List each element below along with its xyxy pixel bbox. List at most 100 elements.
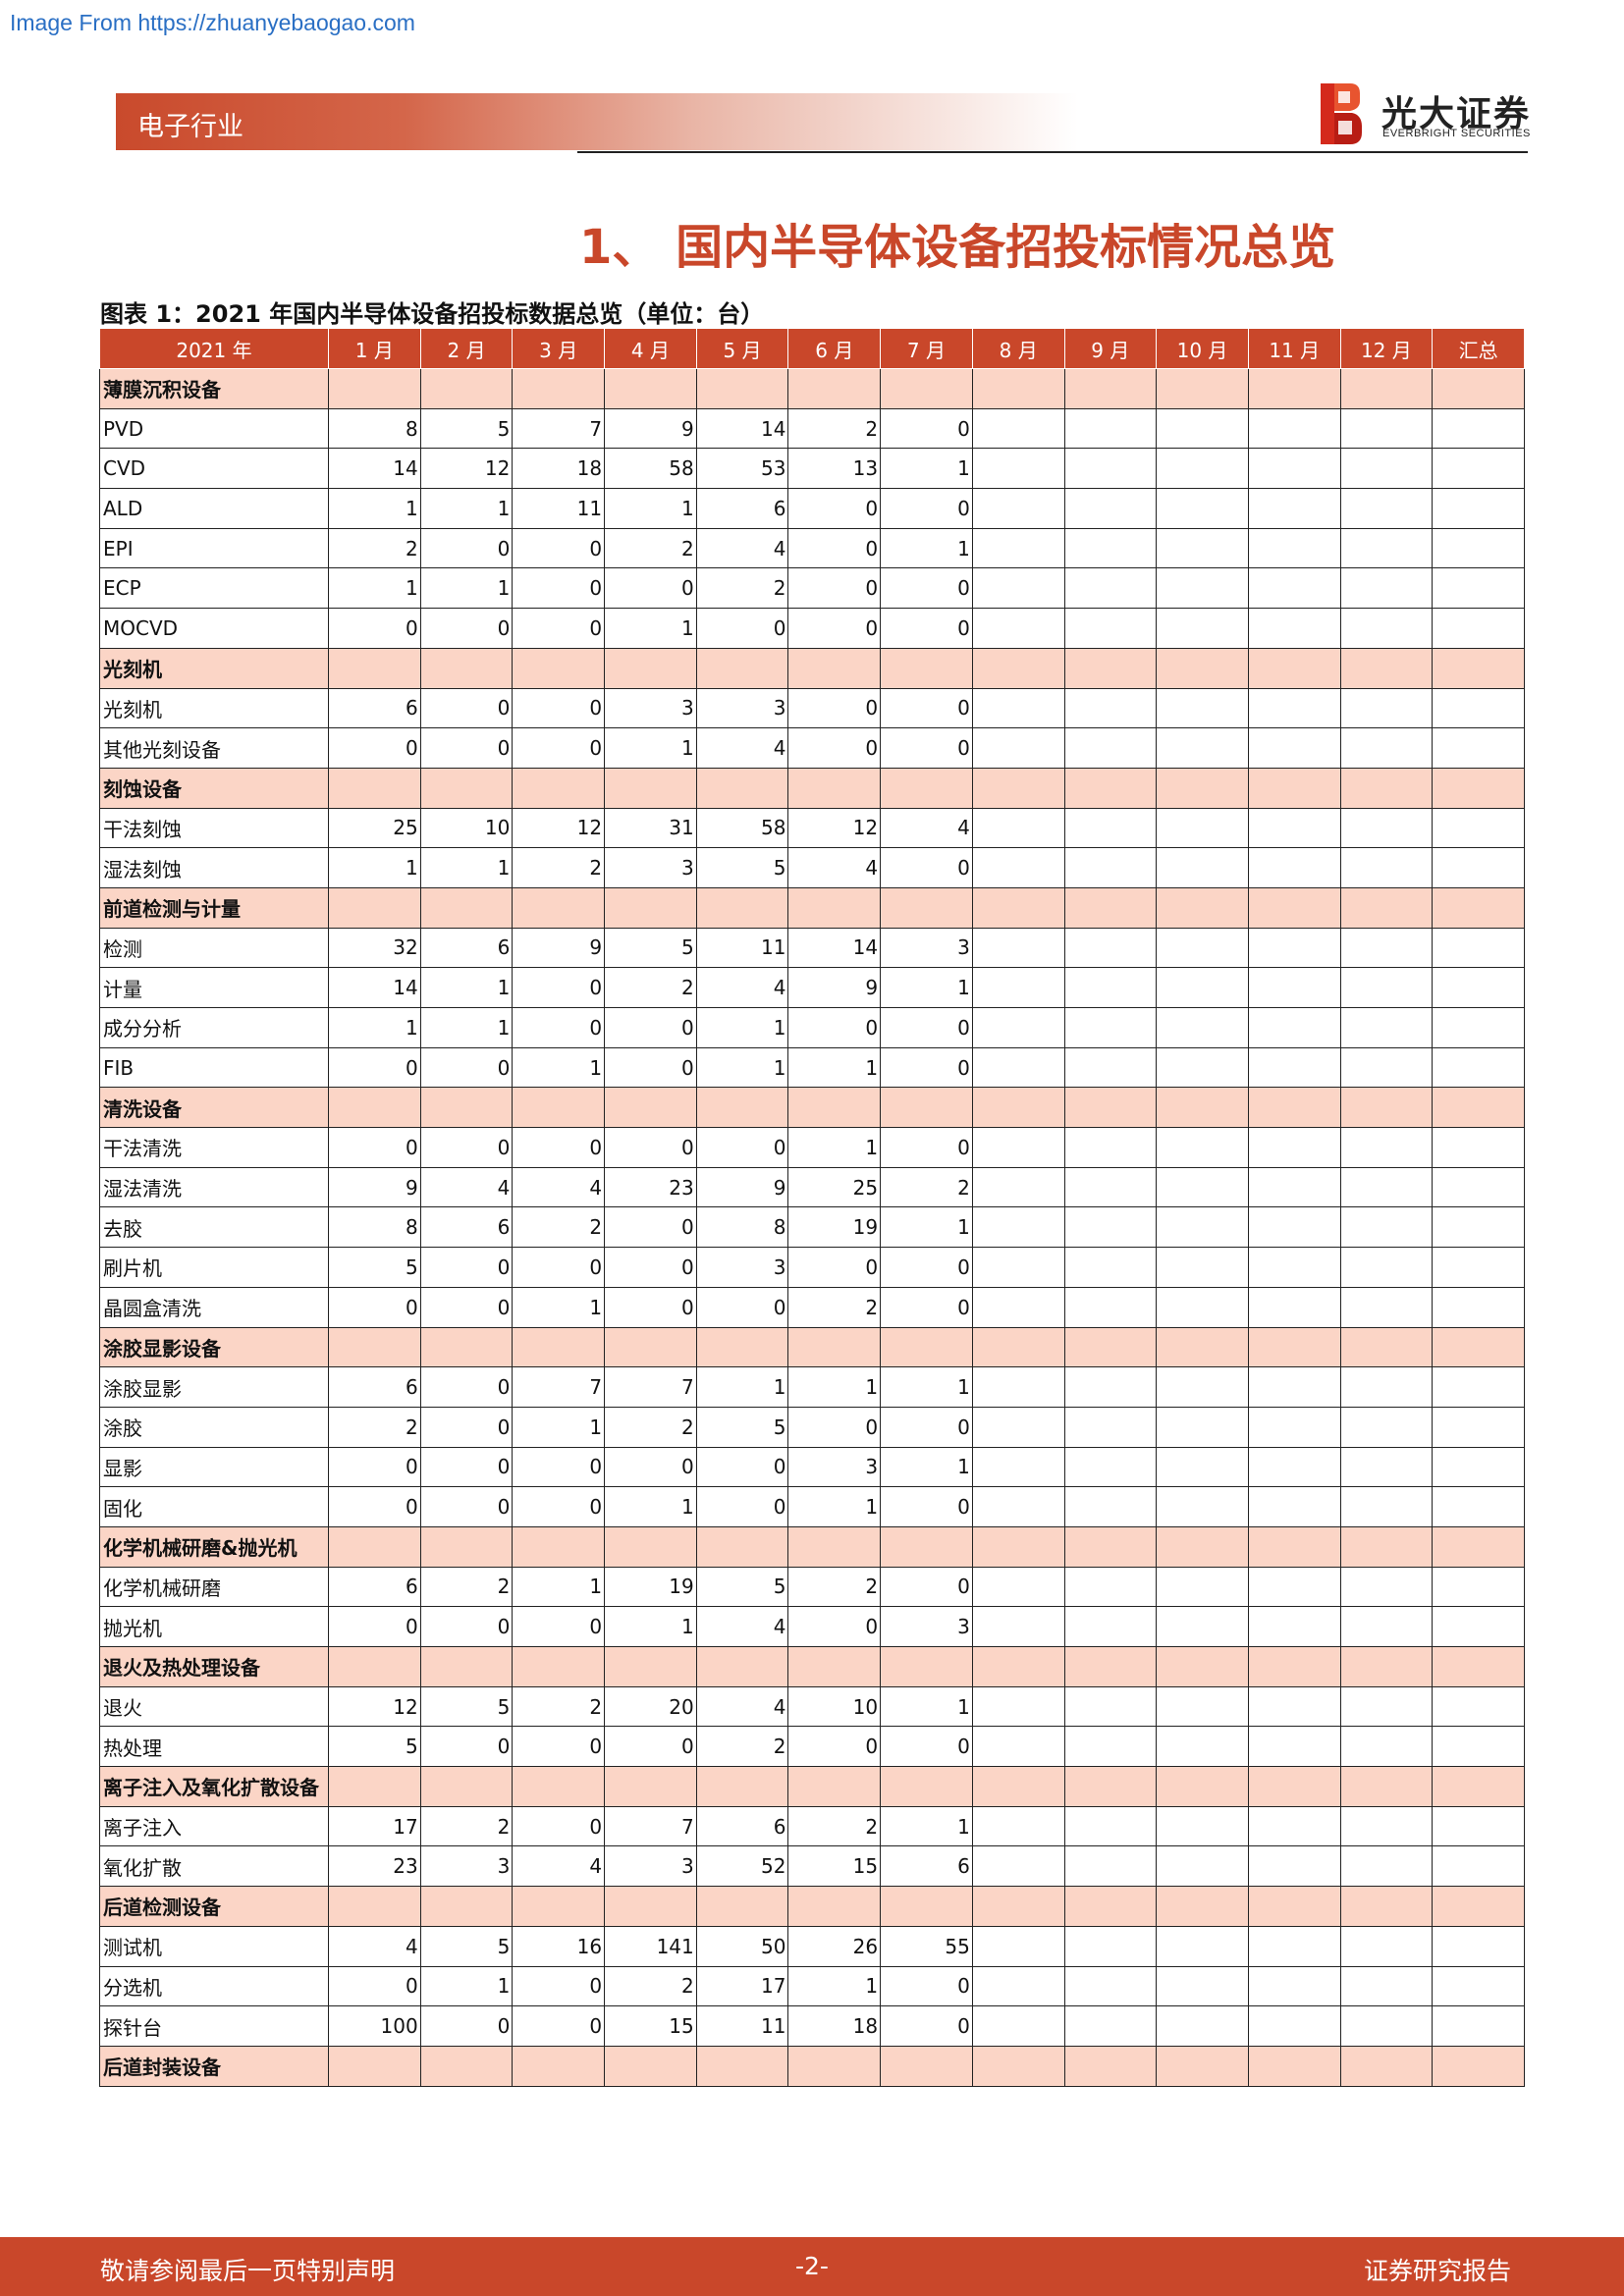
month-value-cell <box>1339 967 1434 1008</box>
report-type: 证券研究报告 <box>1363 2257 1511 2285</box>
month-value-cell: 0 <box>328 1286 421 1328</box>
month-value-cell <box>971 1726 1065 1768</box>
month-value-cell <box>971 807 1065 849</box>
month-value-cell <box>1063 807 1158 849</box>
month-value-cell: 12 <box>512 807 606 849</box>
month-value-cell: 1 <box>880 527 973 569</box>
category-empty-cell <box>419 1525 514 1568</box>
month-value-cell <box>1432 1007 1525 1048</box>
table-row: 成分分析11001003 <box>99 1007 1525 1048</box>
month-value-cell: 0 <box>419 1726 514 1768</box>
equipment-label: 涂胶 <box>99 1406 329 1448</box>
month-value-cell <box>1063 1606 1158 1647</box>
month-value-cell: 0 <box>512 727 606 769</box>
month-value-cell: 0 <box>512 1805 606 1847</box>
equipment-label: 分选机 <box>99 1965 329 2007</box>
month-value-cell <box>1156 927 1249 969</box>
month-value-cell <box>1063 727 1158 769</box>
month-value-cell <box>1339 1965 1434 2007</box>
month-value-cell: 0 <box>787 1007 882 1048</box>
category-empty-cell <box>1339 1525 1434 1568</box>
category-empty-cell <box>419 1326 514 1368</box>
month-value-cell: 0 <box>604 1046 697 1089</box>
category-empty-cell <box>328 647 421 689</box>
category-empty-cell <box>1156 1886 1249 1927</box>
category-empty-cell <box>1156 647 1249 689</box>
table-row: 氧化扩散2334352156106 <box>99 1845 1525 1888</box>
month-value-cell <box>1063 1206 1158 1249</box>
month-value-cell: 0 <box>880 1566 973 1608</box>
source-link[interactable]: Image From https://zhuanyebaogao.com <box>10 10 415 35</box>
month-value-cell: 17 <box>328 1805 421 1847</box>
category-empty-cell <box>971 1326 1065 1368</box>
equipment-label: 离子注入 <box>99 1805 329 1847</box>
header-divider <box>577 151 1528 153</box>
month-value-cell: 0 <box>604 1446 697 1488</box>
month-value-cell: 0 <box>695 1286 789 1328</box>
month-value-cell <box>1339 927 1434 969</box>
month-value-cell <box>971 1007 1065 1048</box>
month-value-cell <box>1247 847 1341 888</box>
month-value-cell: 0 <box>880 2005 973 2047</box>
month-value-cell: 23 <box>328 1845 421 1888</box>
month-value-cell <box>1063 967 1158 1008</box>
section-title: 1、 国内半导体设备招投标情况总览 <box>579 220 1336 275</box>
month-value-cell <box>1339 807 1434 849</box>
category-empty-cell <box>1063 886 1158 929</box>
category-empty-cell <box>971 886 1065 929</box>
month-value-cell <box>971 567 1065 610</box>
month-value-cell: 0 <box>695 608 789 649</box>
month-value-cell <box>971 847 1065 888</box>
equipment-label: 其他光刻设备 <box>99 727 329 769</box>
month-value-cell: 4 <box>880 807 973 849</box>
category-empty-cell <box>1432 1525 1525 1568</box>
month-value-cell: 2 <box>880 1166 973 1208</box>
month-value-cell <box>1247 1206 1341 1249</box>
category-empty-cell <box>1156 767 1249 809</box>
month-value-cell: 2 <box>787 1286 882 1328</box>
equipment-label: 抛光机 <box>99 1606 329 1647</box>
month-value-cell: 1 <box>419 967 514 1008</box>
table-row: FIB00101103 <box>99 1046 1525 1089</box>
month-value-cell: 2 <box>512 1206 606 1249</box>
month-value-cell: 0 <box>787 1406 882 1448</box>
month-value-cell <box>1063 527 1158 569</box>
month-value-cell: 4 <box>695 967 789 1008</box>
month-value-cell <box>1432 1206 1525 1249</box>
month-value-cell: 0 <box>695 1127 789 1168</box>
category-empty-cell <box>880 368 973 409</box>
category-empty-cell <box>328 1646 421 1687</box>
month-value-cell: 1 <box>880 1446 973 1488</box>
category-empty-cell <box>604 1087 697 1129</box>
month-value-cell: 0 <box>880 567 973 610</box>
month-value-cell: 10 <box>419 807 514 849</box>
month-value-cell: 11 <box>512 488 606 529</box>
equipment-label: PVD <box>99 407 329 450</box>
month-value-cell: 5 <box>419 1925 514 1967</box>
table-row: 抛光机00014038 <box>99 1606 1525 1647</box>
month-value-cell <box>1432 1845 1525 1888</box>
month-value-cell: 1 <box>419 1965 514 2007</box>
table-row: 光刻机600330012 <box>99 687 1525 729</box>
table-row: 热处理50002007 <box>99 1726 1525 1768</box>
month-value-cell: 0 <box>512 1965 606 2007</box>
figure-caption: 图表 1：2021 年国内半导体设备招投标数据总览（单位：台） <box>100 300 765 328</box>
month-value-cell: 58 <box>604 448 697 490</box>
month-value-cell: 23 <box>604 1166 697 1208</box>
category-empty-cell <box>1432 2045 1525 2087</box>
category-empty-cell <box>1339 368 1434 409</box>
month-value-cell: 0 <box>512 1446 606 1488</box>
table-row: MOCVD00010001 <box>99 608 1525 649</box>
equipment-label: MOCVD <box>99 608 329 649</box>
category-empty-cell <box>512 1326 606 1368</box>
category-empty-cell <box>971 368 1065 409</box>
month-value-cell: 1 <box>512 1286 606 1328</box>
category-empty-cell <box>971 1087 1065 1129</box>
month-value-cell <box>1247 1726 1341 1768</box>
month-value-cell <box>1432 1127 1525 1168</box>
month-value-cell <box>1063 488 1158 529</box>
month-value-cell <box>1063 608 1158 649</box>
month-value-cell <box>1156 448 1249 490</box>
category-empty-cell <box>1339 886 1434 929</box>
month-value-cell <box>1432 687 1525 729</box>
